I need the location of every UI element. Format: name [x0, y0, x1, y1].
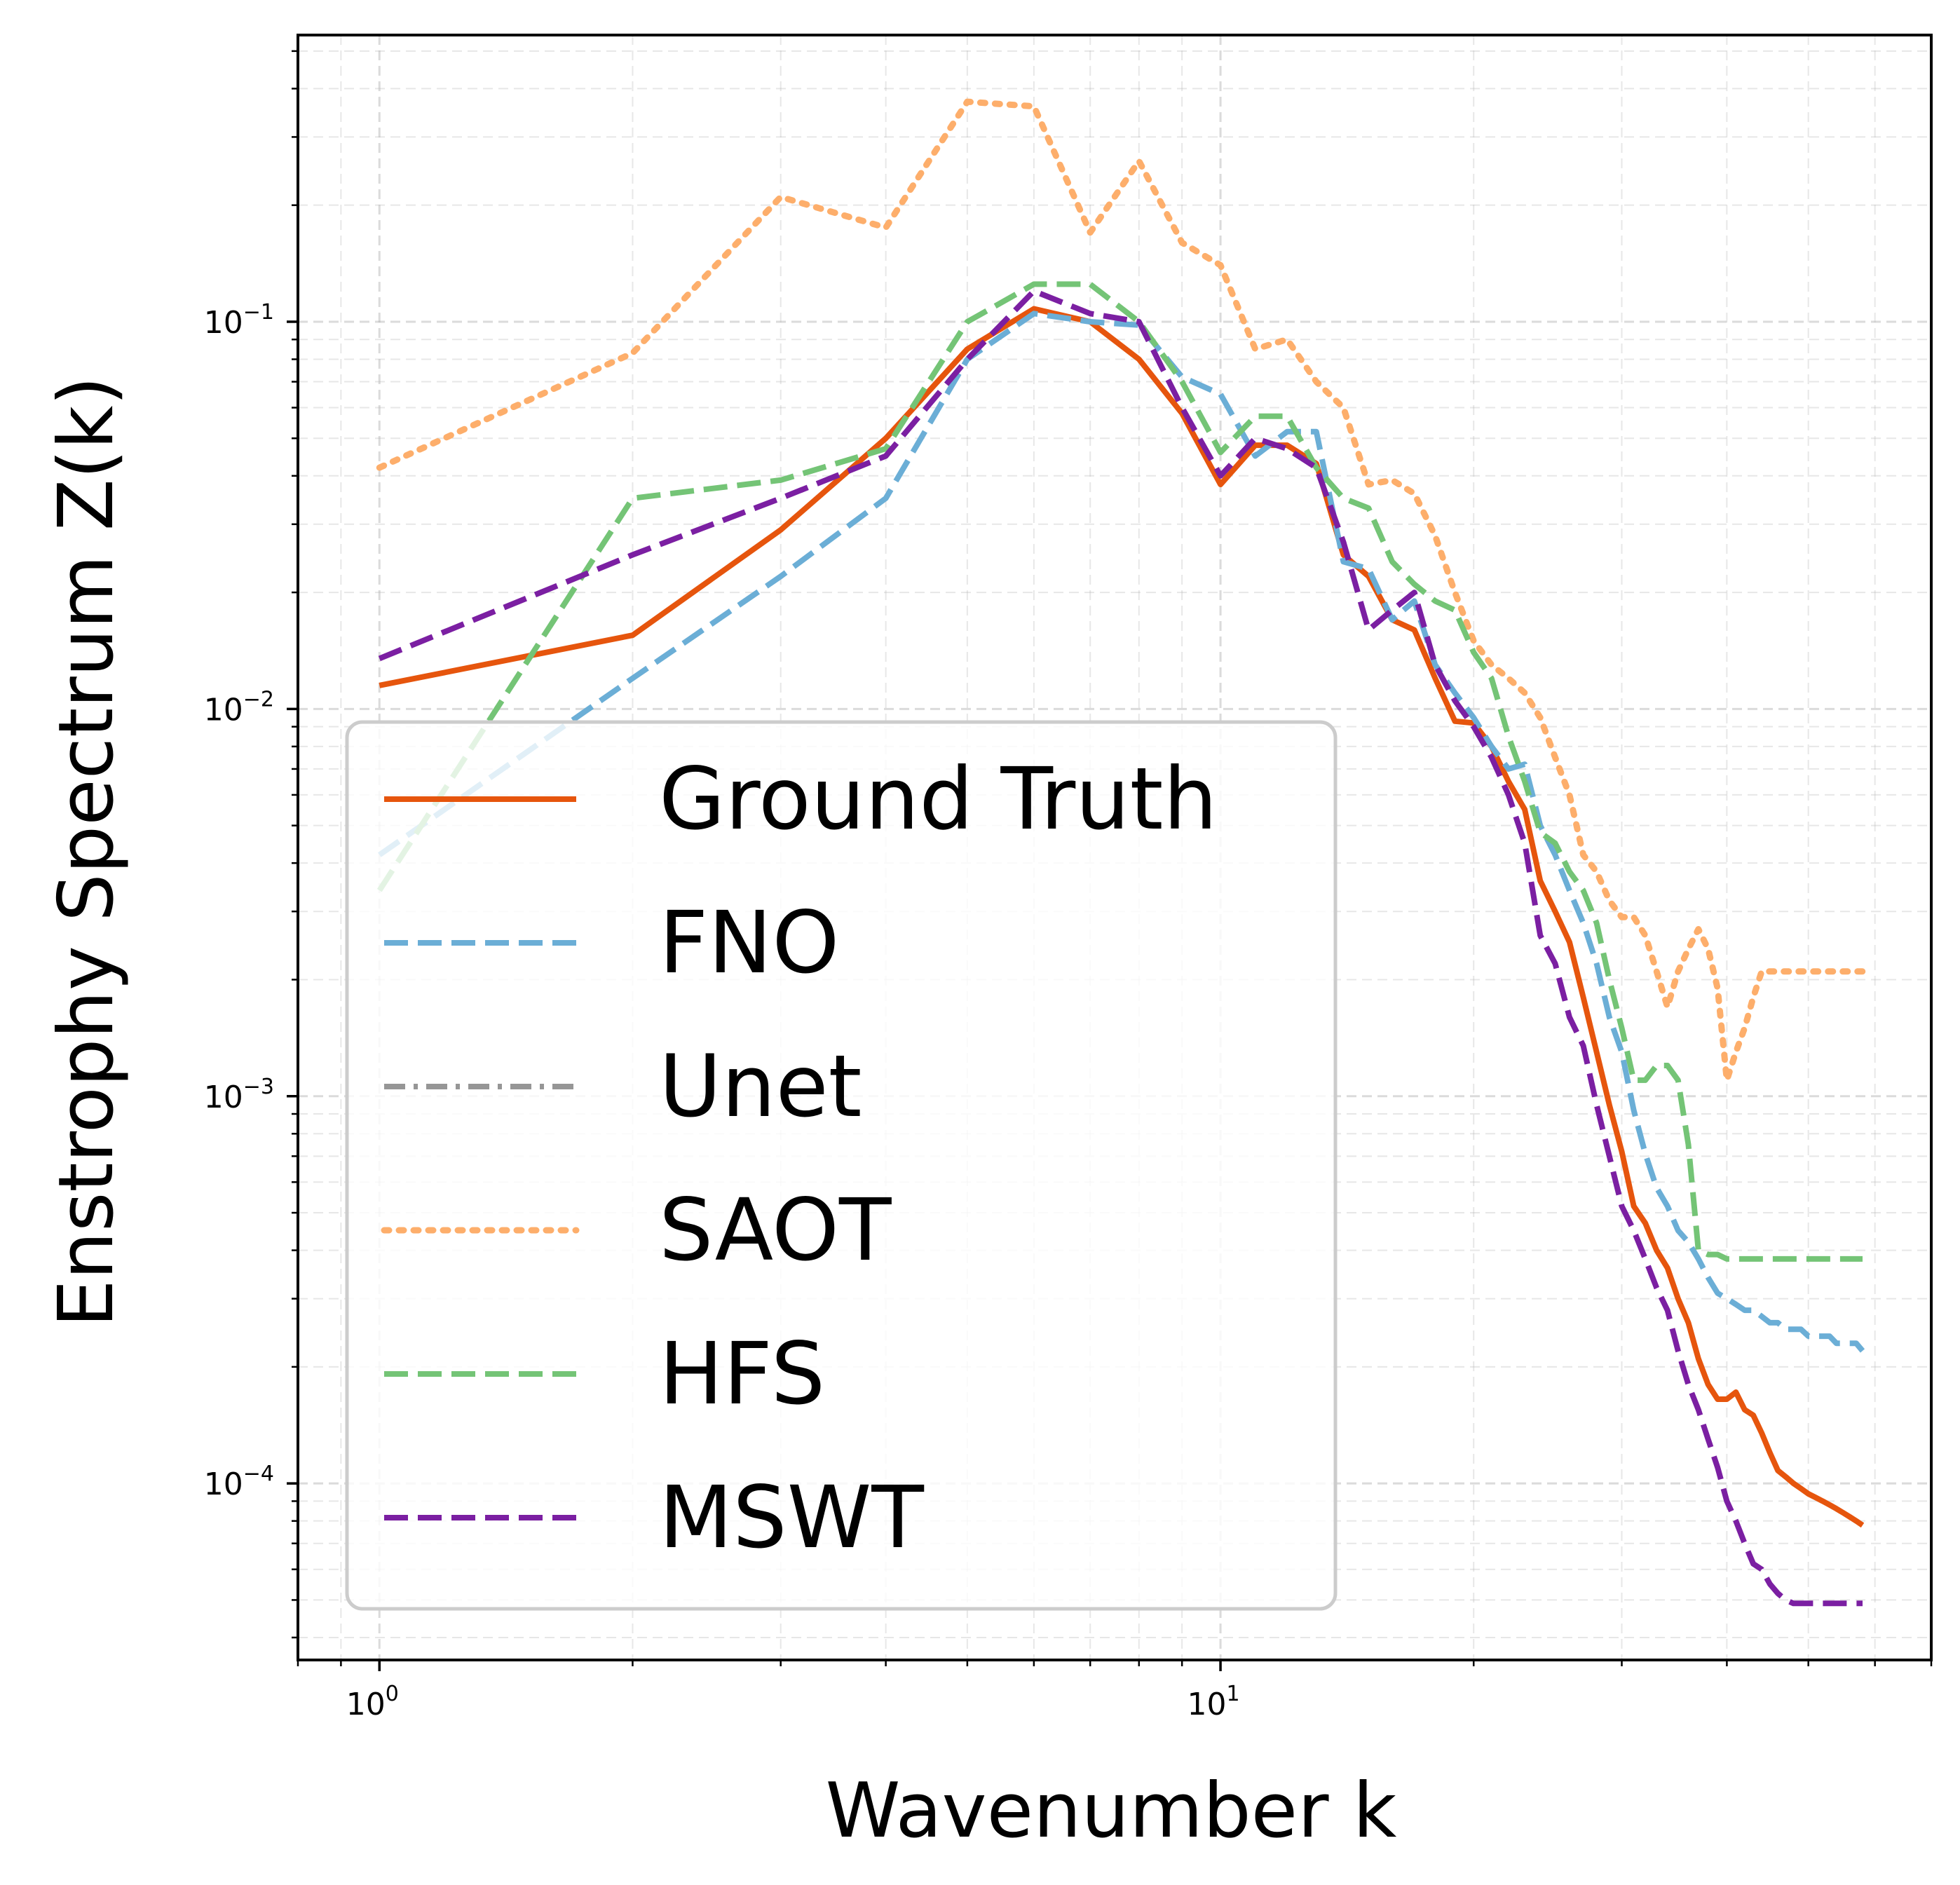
legend-label-ground-truth: Ground Truth — [659, 749, 1218, 849]
series-line-saot — [376, 98, 1866, 1084]
y-axis-label: Enstrophy Spectrum Z(k) — [43, 376, 130, 1327]
series-line-mswt — [378, 288, 1863, 1607]
axis-ticks: 100 101 10−4 10−3 10−2 10−1 — [204, 50, 1933, 1722]
y-tick-label: 10−4 — [204, 1462, 274, 1502]
legend-label-saot: SAOT — [659, 1180, 892, 1280]
legend-entry-saot: SAOT — [381, 1180, 892, 1280]
series-line-fno — [378, 311, 1865, 1353]
plot-frame — [297, 34, 1933, 1661]
series-line-ground-truth — [379, 306, 1865, 1528]
legend-entry-ground-truth: Ground Truth — [384, 749, 1218, 849]
series-lines — [376, 98, 1866, 1607]
legend-label-unet: Unet — [659, 1037, 862, 1136]
legend-label-hfs: HFS — [659, 1324, 825, 1424]
legend-label-fno: FNO — [659, 893, 839, 993]
y-tick-label: 10−1 — [204, 300, 274, 341]
x-axis-label: Wavenumber k — [826, 1767, 1397, 1855]
series-line-hfs — [376, 281, 1863, 1262]
y-tick-label: 10−3 — [204, 1075, 274, 1115]
legend-box — [345, 720, 1338, 1611]
legend-entry-fno: FNO — [384, 893, 839, 993]
legend-entry-hfs: HFS — [384, 1324, 825, 1424]
x-tick-label: 100 — [346, 1682, 399, 1722]
legend-entry-mswt: MSWT — [384, 1468, 924, 1567]
legend-entry-unet: Unet — [384, 1037, 862, 1136]
grid — [297, 35, 1932, 1660]
y-tick-label: 10−2 — [204, 687, 274, 728]
x-tick-label: 101 — [1187, 1682, 1240, 1722]
legend: Ground Truth FNO Unet SAOT HFS MSWT — [345, 720, 1338, 1611]
legend-label-mswt: MSWT — [659, 1468, 924, 1567]
